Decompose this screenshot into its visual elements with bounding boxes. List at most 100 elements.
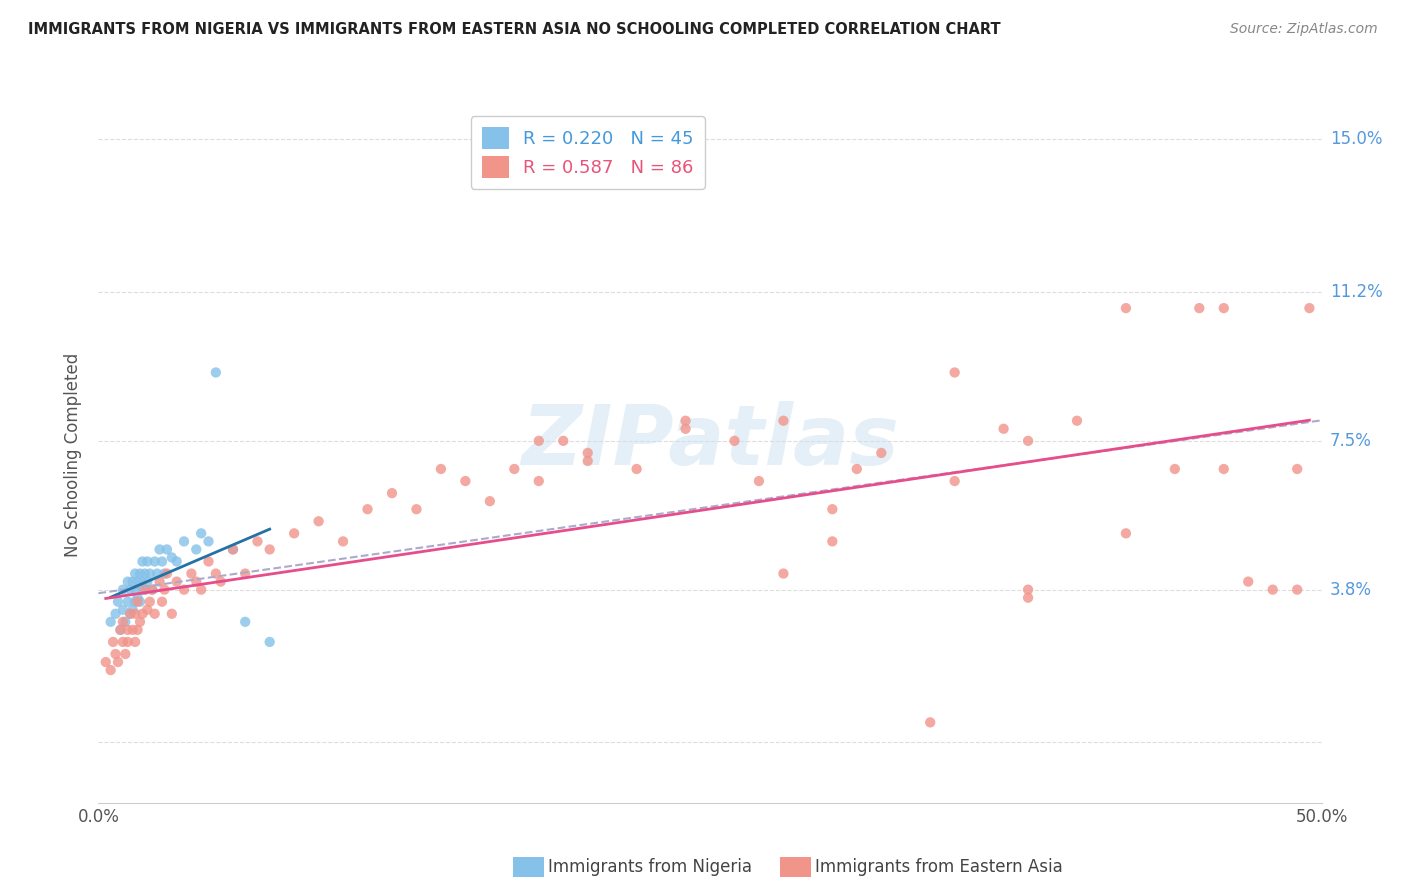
Point [134,566,156,581]
Point [308,514,330,528]
Point [1115,301,1137,315]
Point [1286,462,1309,476]
Point [121,574,143,589]
Point [1237,574,1260,589]
Point [233,615,256,629]
Text: Immigrants from Nigeria: Immigrants from Nigeria [548,858,752,876]
Point [134,582,156,597]
Point [943,474,966,488]
Point [675,414,697,428]
Point [503,462,526,476]
Point [205,366,228,380]
Point [117,623,139,637]
Point [107,595,129,609]
Point [117,574,139,589]
Point [576,454,599,468]
Point [478,494,501,508]
Point [131,554,153,568]
Point [222,542,245,557]
Point [110,623,132,637]
Point [117,595,139,609]
Point [139,566,162,581]
Point [160,607,183,621]
Point [141,582,163,597]
Point [356,502,378,516]
Point [143,554,166,568]
Point [127,574,149,589]
Point [527,474,550,488]
Point [136,603,159,617]
Point [153,582,176,597]
Point [1261,582,1284,597]
Point [104,607,127,621]
Point [173,582,195,597]
Point [190,526,212,541]
Point [209,574,232,589]
Text: 15.0%: 15.0% [1330,130,1382,148]
Point [101,635,124,649]
Point [127,591,149,605]
Point [173,534,195,549]
Point [120,582,142,597]
Point [186,574,208,589]
Point [283,526,305,541]
Point [104,647,127,661]
Point [1017,582,1039,597]
Point [111,603,134,617]
Point [139,595,162,609]
Point [197,554,219,568]
Point [129,566,152,581]
Point [136,574,159,589]
Point [870,446,893,460]
Point [136,554,159,568]
Point [1286,582,1309,597]
Point [246,534,269,549]
Point [111,635,134,649]
Point [134,582,156,597]
Point [920,715,942,730]
Point [160,550,183,565]
Point [111,615,134,629]
Point [124,566,146,581]
Point [1298,301,1320,315]
Point [993,422,1015,436]
Point [748,474,770,488]
Point [131,607,153,621]
Point [166,574,188,589]
Point [1188,301,1211,315]
Point [120,607,142,621]
Point [772,414,794,428]
Point [121,623,143,637]
Point [1212,301,1234,315]
Point [454,474,477,488]
Point [381,486,404,500]
Point [576,446,599,460]
Point [150,554,173,568]
Point [124,595,146,609]
Point [110,623,132,637]
Point [233,566,256,581]
Point [821,502,844,516]
Point [553,434,575,448]
Point [156,542,179,557]
Point [124,635,146,649]
Text: 7.5%: 7.5% [1330,432,1372,450]
Point [100,615,122,629]
Point [100,663,122,677]
Point [149,542,172,557]
Legend: R = 0.220   N = 45, R = 0.587   N = 86: R = 0.220 N = 45, R = 0.587 N = 86 [471,116,704,189]
Point [124,607,146,621]
Point [772,566,794,581]
Text: 11.2%: 11.2% [1330,283,1382,301]
Point [1066,414,1088,428]
Point [527,434,550,448]
Point [124,582,146,597]
Point [94,655,117,669]
Point [943,366,966,380]
Point [111,582,134,597]
Point [149,574,172,589]
Point [723,434,745,448]
Point [131,582,153,597]
Point [222,542,245,557]
Point [143,607,166,621]
